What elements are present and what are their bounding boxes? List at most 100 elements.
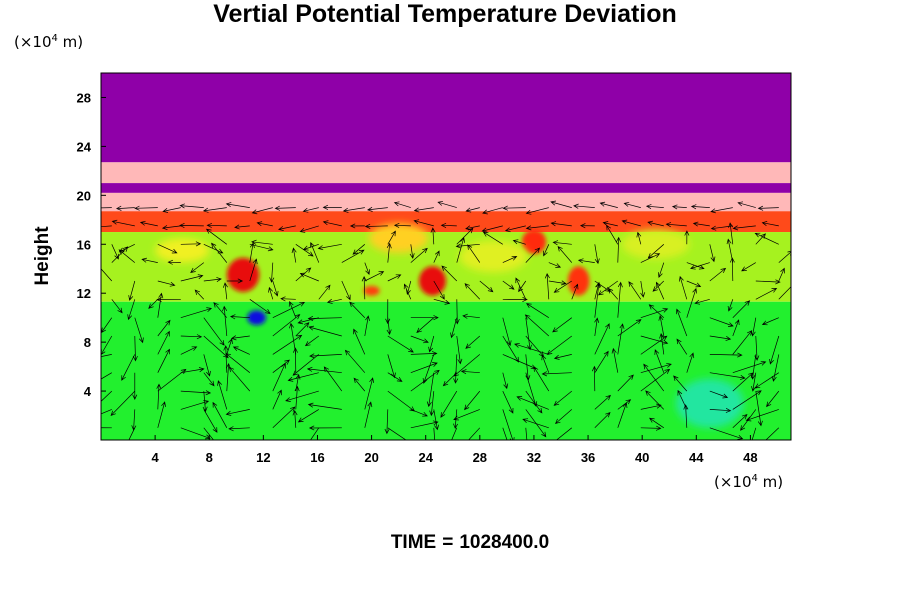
wind-vector-335 — [206, 222, 227, 228]
wind-vector-221 — [361, 276, 367, 300]
wind-vector-27 — [732, 414, 748, 429]
wind-vector-16 — [465, 427, 481, 440]
wind-vector-230 — [571, 283, 579, 300]
wind-vector-236 — [694, 298, 710, 305]
wind-vector-270 — [111, 246, 129, 263]
wind-vector-379 — [525, 207, 549, 215]
wind-vector-303 — [180, 241, 202, 247]
wind-vector-282 — [386, 242, 392, 263]
wind-vector-218 — [280, 296, 296, 302]
wind-vector-198 — [525, 317, 532, 351]
wind-vector-141 — [594, 323, 610, 355]
wind-vector-153 — [180, 334, 203, 340]
color-feature-2 — [521, 229, 547, 255]
y-tick-label-28: 28 — [77, 90, 91, 105]
wind-vector-147 — [732, 330, 753, 355]
wind-vector-134 — [422, 354, 435, 384]
wind-vector-104 — [426, 372, 435, 408]
wind-vector-90 — [101, 372, 112, 380]
wind-vector-190 — [307, 315, 342, 322]
color-feature-6 — [363, 285, 380, 296]
wind-vector-237 — [727, 299, 734, 312]
wind-vector-209 — [761, 317, 779, 326]
y-tick-12: 12 — [77, 286, 106, 301]
wind-vector-101 — [344, 349, 366, 373]
wind-vector-338 — [277, 225, 296, 231]
wind-vector-111 — [594, 350, 609, 373]
wind-vector-227 — [502, 296, 528, 303]
wind-vector-93 — [180, 367, 205, 374]
wind-vector-73 — [410, 369, 440, 392]
wind-vector-41 — [364, 377, 375, 410]
wind-vector-216 — [249, 299, 271, 314]
wind-vector-312 — [387, 230, 396, 245]
wind-vector-115 — [686, 352, 695, 373]
wind-vector-307 — [251, 239, 273, 245]
wind-vector-64 — [202, 391, 208, 413]
wind-vector-118 — [751, 372, 757, 392]
wind-vector-263 — [640, 280, 646, 298]
wind-vector-292 — [616, 236, 622, 263]
x-axis-unit: (×104 m) — [714, 473, 783, 491]
wind-vector-4 — [203, 427, 214, 440]
wind-vector-131 — [353, 328, 366, 355]
wind-vector-302 — [157, 243, 178, 254]
wind-vector-88 — [755, 391, 763, 427]
wind-vector-183 — [180, 307, 213, 319]
wind-vector-372 — [366, 206, 388, 212]
wind-vector-235 — [678, 275, 688, 300]
wind-vector-343 — [393, 222, 411, 228]
wind-vector-214 — [194, 289, 205, 300]
wind-vector-140 — [553, 354, 572, 360]
y-tick-label-24: 24 — [77, 139, 92, 154]
wind-vector-359 — [761, 221, 779, 227]
wind-vector-305 — [205, 228, 228, 245]
color-band-3 — [101, 192, 791, 212]
wind-vector-20 — [556, 427, 573, 440]
wind-vector-242 — [157, 280, 176, 287]
wind-vector-334 — [179, 222, 204, 229]
wind-vector-123 — [180, 346, 198, 355]
wind-vector-137 — [502, 354, 537, 370]
x-tick-label-12: 12 — [256, 450, 270, 465]
wind-vector-157 — [272, 314, 301, 337]
wind-vector-185 — [213, 302, 228, 318]
color-feature-5 — [676, 378, 744, 428]
wind-vector-314 — [430, 227, 436, 245]
wind-vector-186 — [230, 314, 250, 320]
wind-vector-172 — [617, 319, 642, 337]
x-tick-label-24: 24 — [418, 450, 433, 465]
wind-vector-9 — [310, 427, 320, 440]
wind-vector-291 — [577, 258, 595, 264]
x-unit-suffix: m) — [757, 473, 784, 491]
wind-vector-332 — [139, 220, 158, 227]
wind-vector-40 — [307, 402, 342, 410]
color-band-1 — [101, 162, 791, 184]
y-tick-label-20: 20 — [77, 188, 91, 203]
wind-vector-97 — [272, 359, 290, 373]
y-tick-label-4: 4 — [84, 384, 92, 399]
wind-vector-25 — [683, 404, 689, 428]
wind-vector-285 — [456, 237, 466, 263]
wind-vector-50 — [555, 409, 573, 425]
y-tick-4: 4 — [84, 384, 106, 399]
wind-vector-355 — [665, 222, 687, 228]
wind-vector-124 — [203, 354, 211, 377]
wind-vector-365 — [202, 207, 227, 213]
wind-vector-219 — [318, 284, 331, 300]
color-feature-3 — [567, 266, 590, 296]
wind-vector-8 — [292, 409, 298, 428]
wind-vector-54 — [645, 390, 665, 410]
wind-vector-340 — [322, 220, 342, 227]
wind-vector-210 — [111, 299, 123, 314]
wind-vector-245 — [226, 278, 244, 284]
wind-vector-152 — [157, 319, 171, 337]
wind-vector-184 — [203, 317, 225, 346]
wind-vector-196 — [462, 313, 480, 319]
wind-vector-7 — [272, 406, 296, 429]
wind-vector-211 — [127, 299, 136, 321]
x-tick-label-32: 32 — [527, 450, 541, 465]
wind-vector-161 — [364, 315, 370, 337]
wind-vector-164 — [428, 335, 435, 353]
wind-vector-89 — [766, 390, 780, 408]
